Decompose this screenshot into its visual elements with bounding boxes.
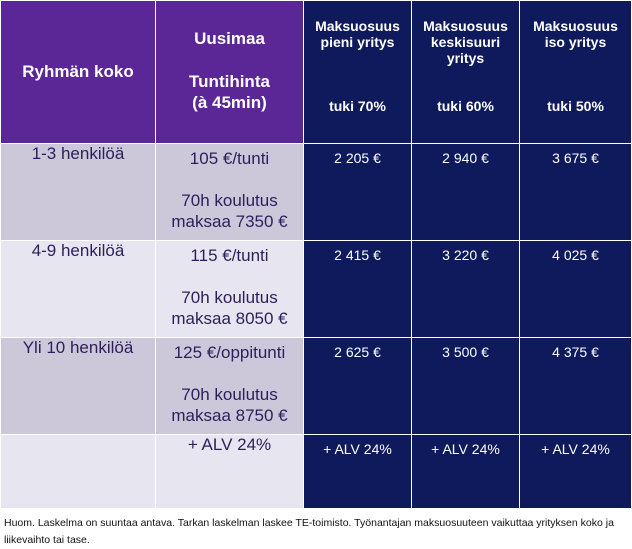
table-row: Yli 10 henkilöä 125 €/oppitunti 70h koul…	[0, 337, 632, 435]
rate-cell: 125 €/oppitunti 70h koulutus maksaa 8750…	[155, 337, 304, 435]
hourly-rate: 105 €/tunti	[189, 149, 270, 168]
large-company-header: Maksuosuus iso yritys tuki 50%	[519, 0, 632, 144]
hourly-rate-title: Tuntihinta (à 45min)	[189, 72, 270, 112]
vat-value: + ALV 24%	[323, 441, 392, 457]
vat-cell: + ALV 24%	[411, 434, 520, 509]
vat-row: + ALV 24% + ALV 24% + ALV 24% + ALV 24%	[0, 434, 632, 509]
amount-cell: 2 940 €	[411, 143, 520, 241]
empty-cell	[0, 434, 156, 509]
vat-cell: + ALV 24%	[303, 434, 412, 509]
amount-value: 4 025 €	[552, 247, 599, 263]
vat-rate-cell: + ALV 24%	[155, 434, 304, 509]
column-name: Maksuosuus keskisuuri yritys	[423, 18, 508, 66]
region-rate-header: Uusimaa Tuntihinta (à 45min)	[155, 0, 304, 144]
amount-value: 2 940 €	[442, 150, 489, 166]
header-row: Ryhmän koko Uusimaa Tuntihinta (à 45min)…	[0, 0, 632, 144]
medium-company-header: Maksuosuus keskisuuri yritys tuki 60%	[411, 0, 520, 144]
support-percent: tuki 60%	[437, 98, 494, 114]
amount-cell: 4 025 €	[519, 240, 632, 338]
rate-cell: 115 €/tunti 70h koulutus maksaa 8050 €	[155, 240, 304, 338]
amount-cell: 3 675 €	[519, 143, 632, 241]
amount-value: 4 375 €	[552, 344, 599, 360]
hourly-rate: 115 €/tunti	[190, 246, 269, 265]
small-company-header: Maksuosuus pieni yritys tuki 70%	[303, 0, 412, 144]
group-size-cell: Yli 10 henkilöä	[0, 337, 156, 435]
column-name: Maksuosuus iso yritys	[533, 18, 618, 50]
footnote: Huom. Laskelma on suuntaa antava. Tarkan…	[4, 517, 614, 546]
training-total: 70h koulutus maksaa 8750 €	[171, 385, 288, 425]
amount-cell: 4 375 €	[519, 337, 632, 435]
amount-value: 2 625 €	[334, 344, 381, 360]
table-row: 1-3 henkilöä 105 €/tunti 70h koulutus ma…	[0, 143, 632, 241]
hourly-rate: 125 €/oppitunti	[173, 343, 286, 362]
support-percent: tuki 70%	[329, 98, 386, 114]
region-title: Uusimaa	[194, 29, 265, 48]
amount-cell: 3 220 €	[411, 240, 520, 338]
amount-value: 2 205 €	[334, 150, 381, 166]
support-percent: tuki 50%	[547, 98, 604, 114]
amount-value: 3 500 €	[442, 344, 489, 360]
amount-cell: 2 205 €	[303, 143, 412, 241]
amount-value: 3 675 €	[552, 150, 599, 166]
pricing-table: Ryhmän koko Uusimaa Tuntihinta (à 45min)…	[0, 0, 632, 509]
table-row: 4-9 henkilöä 115 €/tunti 70h koulutus ma…	[0, 240, 632, 338]
amount-cell: 2 415 €	[303, 240, 412, 338]
training-total: 70h koulutus maksaa 8050 €	[171, 288, 288, 328]
group-size-cell: 1-3 henkilöä	[0, 143, 156, 241]
group-size-header: Ryhmän koko	[0, 0, 156, 144]
amount-value: 2 415 €	[334, 247, 381, 263]
amount-value: 3 220 €	[442, 247, 489, 263]
vat-value: + ALV 24%	[431, 441, 500, 457]
vat-cell: + ALV 24%	[519, 434, 632, 509]
rate-cell: 105 €/tunti 70h koulutus maksaa 7350 €	[155, 143, 304, 241]
amount-cell: 2 625 €	[303, 337, 412, 435]
amount-cell: 3 500 €	[411, 337, 520, 435]
vat-value: + ALV 24%	[541, 441, 610, 457]
column-name: Maksuosuus pieni yritys	[315, 18, 400, 50]
training-total: 70h koulutus maksaa 7350 €	[171, 191, 288, 231]
group-size-cell: 4-9 henkilöä	[0, 240, 156, 338]
